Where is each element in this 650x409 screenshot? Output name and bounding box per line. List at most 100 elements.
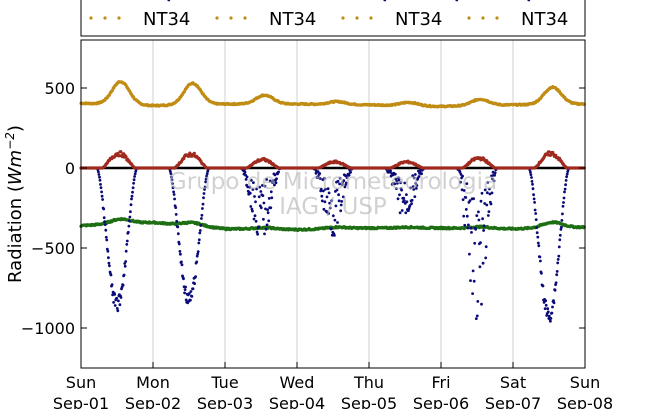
data-point (398, 193, 401, 197)
legend-entry: NT34 (467, 9, 568, 30)
data-point (245, 175, 249, 179)
data-point (253, 195, 256, 198)
data-point (178, 250, 182, 253)
data-point (551, 305, 554, 309)
data-point (113, 293, 117, 296)
data-point (563, 190, 566, 194)
data-point (399, 181, 402, 185)
data-point (414, 187, 418, 190)
data-point (532, 197, 536, 201)
data-point (535, 226, 539, 230)
data-point (259, 190, 263, 193)
data-point (249, 205, 253, 208)
data-point (471, 269, 475, 273)
data-point (461, 174, 464, 178)
data-point (402, 196, 406, 200)
data-point (205, 172, 209, 176)
data-point (117, 154, 121, 158)
data-point (552, 299, 555, 303)
data-point (404, 211, 408, 215)
data-point (131, 186, 135, 190)
data-point (273, 183, 276, 187)
data-point (464, 196, 468, 199)
data-point (344, 174, 347, 178)
data-point (202, 196, 205, 200)
data-point (196, 252, 200, 256)
data-point (460, 188, 464, 192)
x-tick-label-date: Sep-02 (125, 394, 181, 409)
data-point (537, 244, 541, 248)
x-tick-label-date: Sep-05 (341, 394, 397, 409)
data-point (265, 223, 269, 227)
data-point (113, 304, 117, 307)
data-point (336, 221, 339, 224)
data-point (107, 256, 110, 260)
data-point (560, 225, 563, 229)
x-tick-label-day: Wed (280, 373, 315, 392)
y-axis-title-unit: Wm (5, 150, 26, 185)
data-point (243, 170, 247, 174)
data-point (264, 207, 267, 211)
data-point (383, 0, 387, 2)
data-point (110, 283, 114, 287)
data-point (267, 219, 271, 223)
data-point (129, 203, 133, 207)
y-axis-title-exponent: −2 (3, 132, 17, 150)
data-point (132, 181, 136, 185)
data-point (400, 209, 404, 212)
plot-border (80, 39, 586, 369)
data-point (334, 204, 338, 208)
data-point (124, 249, 128, 253)
data-point (172, 190, 176, 194)
data-point (173, 197, 177, 201)
data-point (558, 233, 562, 237)
data-point (120, 285, 124, 289)
data-point (327, 191, 331, 195)
data-point (121, 283, 125, 287)
data-point (200, 213, 204, 217)
data-point (101, 198, 104, 201)
data-point (251, 209, 254, 213)
data-point (466, 226, 470, 230)
data-point (540, 271, 543, 275)
data-point (409, 186, 412, 190)
data-point (413, 195, 417, 199)
data-point (536, 241, 540, 245)
data-point (465, 214, 469, 218)
data-point (118, 303, 122, 307)
data-point (403, 181, 407, 185)
data-point (549, 317, 553, 320)
data-point (316, 170, 320, 174)
data-point (124, 260, 128, 263)
data-point (400, 188, 403, 192)
data-point (337, 193, 340, 197)
data-point (105, 238, 109, 242)
data-point (254, 219, 258, 223)
data-point (477, 218, 481, 222)
data-point (124, 155, 128, 159)
data-point (398, 211, 402, 215)
data-point (189, 298, 192, 302)
data-point (335, 188, 339, 192)
data-point (169, 172, 173, 176)
data-point (485, 203, 489, 207)
data-point (195, 254, 199, 258)
legend-marker (369, 16, 373, 20)
data-point (330, 199, 334, 203)
watermark-line-1: Grupo de Micrometeorologia (169, 169, 497, 195)
data-point (461, 198, 465, 202)
data-point (198, 229, 202, 232)
legend-label: NT34 (395, 9, 442, 30)
legend-entry: NT34 (341, 9, 442, 30)
data-point (338, 176, 342, 180)
data-point (253, 214, 257, 218)
data-point (531, 187, 535, 191)
data-point (176, 232, 180, 236)
data-point (395, 187, 398, 191)
data-point (106, 249, 110, 253)
data-point (564, 183, 567, 187)
data-point (180, 263, 184, 267)
data-point (483, 188, 487, 192)
plot-background (81, 40, 585, 368)
data-point (133, 172, 137, 176)
